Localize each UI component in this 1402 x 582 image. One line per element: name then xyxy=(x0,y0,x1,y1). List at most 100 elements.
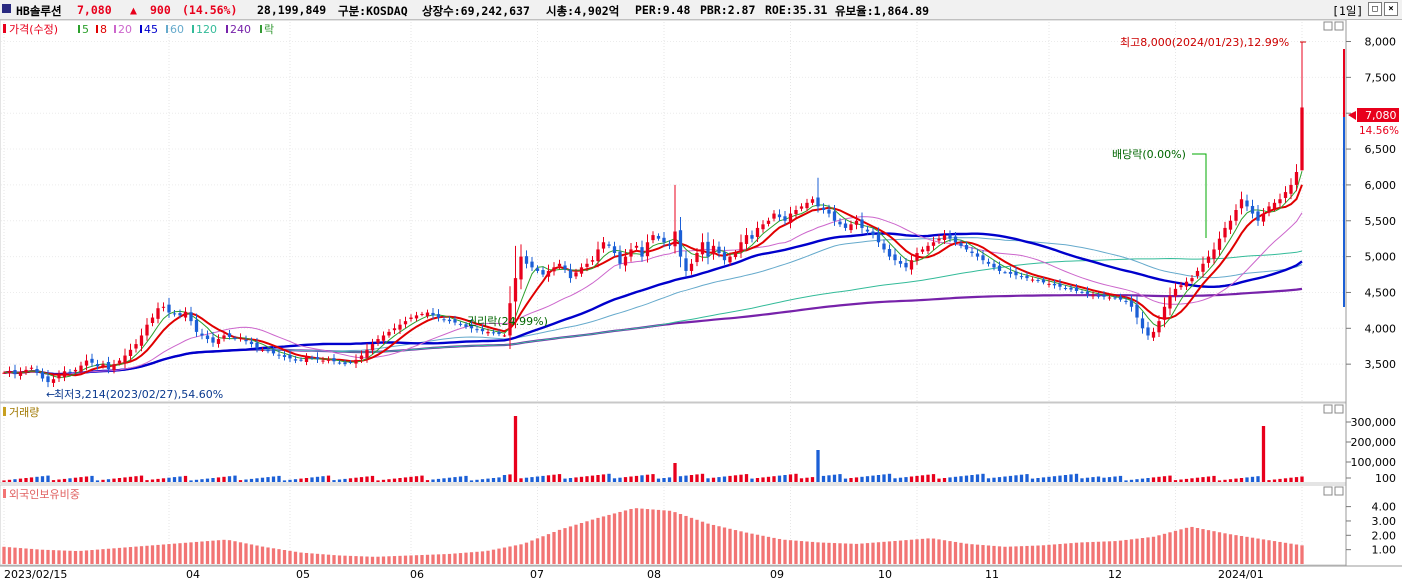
volume-bar xyxy=(805,477,809,482)
candle-body xyxy=(821,207,826,210)
candle-body xyxy=(112,364,116,371)
foreign-bar xyxy=(948,541,952,564)
foreign-bar xyxy=(238,542,243,564)
candle-body xyxy=(1085,291,1090,294)
candle-body xyxy=(277,354,281,356)
foreign-bar xyxy=(211,540,215,564)
foreign-bar xyxy=(761,535,765,564)
foreign-bar xyxy=(618,511,622,564)
candle-body xyxy=(359,355,364,359)
volume-bar xyxy=(453,477,457,482)
foreign-bar xyxy=(750,533,754,564)
price-minimize-icon[interactable] xyxy=(1323,21,1333,31)
volume-close-icon[interactable] xyxy=(1334,404,1344,414)
foreign-bar xyxy=(953,541,958,564)
panel-frames xyxy=(0,19,1402,567)
volume-minimize-icon[interactable] xyxy=(1323,404,1333,414)
volume-bar xyxy=(90,475,94,482)
candle-body xyxy=(854,220,859,225)
foreign-bar xyxy=(222,539,226,564)
candle-body xyxy=(1129,300,1134,307)
candle-body xyxy=(612,246,617,254)
volume-bar xyxy=(233,475,237,482)
candle-body xyxy=(282,355,287,357)
candle-body xyxy=(711,245,716,255)
foreign-bar xyxy=(403,555,408,564)
volume-bar xyxy=(755,478,760,482)
candle-body xyxy=(68,371,72,373)
foreign-bar xyxy=(51,550,56,564)
candle-body xyxy=(640,247,644,257)
foreign-bar xyxy=(271,548,276,564)
candle-body xyxy=(337,362,342,364)
foreign-bar xyxy=(381,556,386,564)
foreign-bar xyxy=(519,544,523,564)
foreign-bar xyxy=(1063,543,1068,564)
foreign-bar xyxy=(1069,543,1073,564)
candle-body xyxy=(260,349,265,351)
candle-body xyxy=(728,256,732,263)
candle-body xyxy=(1283,192,1288,198)
candle-body xyxy=(365,349,369,358)
foreign-bar xyxy=(887,541,892,564)
period-button[interactable]: [1일] xyxy=(1332,4,1364,18)
foreign-bar xyxy=(139,546,144,564)
foreign-bar xyxy=(475,551,479,564)
volume-bar xyxy=(585,476,589,482)
volume-bar xyxy=(370,475,375,482)
close-icon[interactable]: × xyxy=(1384,2,1398,16)
foreign-bar xyxy=(574,524,578,564)
volume-bar xyxy=(35,476,39,482)
volume-bar xyxy=(1245,477,1249,482)
foreign-bar xyxy=(392,556,397,564)
maximize-icon[interactable]: □ xyxy=(1368,2,1382,16)
foreign-bar xyxy=(1168,532,1172,564)
foreign-bar xyxy=(315,553,320,564)
volume-bar xyxy=(337,479,342,482)
candle-body xyxy=(1091,295,1095,297)
price-close-icon[interactable] xyxy=(1334,21,1344,31)
foreign-bar xyxy=(359,556,364,564)
volume-bar xyxy=(359,477,364,482)
foreign-bar xyxy=(970,544,974,564)
volume-bar xyxy=(684,475,688,482)
volume-bar xyxy=(915,475,919,482)
volume-bar xyxy=(810,477,815,482)
candle-body xyxy=(1146,327,1150,336)
volume-bar xyxy=(1283,478,1288,482)
foreign-bar xyxy=(667,510,672,564)
candle-body xyxy=(40,372,45,379)
foreign-bar xyxy=(645,509,650,564)
volume-bar xyxy=(1300,476,1304,482)
foreign-title: 외국인보유비중 xyxy=(9,488,80,501)
candle-body xyxy=(656,235,661,239)
candle-body xyxy=(57,374,61,379)
foreign-bar xyxy=(1195,528,1200,564)
foreign-close-icon[interactable] xyxy=(1334,486,1344,496)
volume-bar xyxy=(321,476,325,482)
foreign-bar xyxy=(172,543,177,564)
candle-body xyxy=(447,319,452,322)
candle-body xyxy=(491,332,496,334)
foreign-bar xyxy=(744,532,749,564)
foreign-bar xyxy=(777,538,782,564)
volume-bar xyxy=(79,477,83,482)
candle-body xyxy=(1234,210,1238,221)
candle-body xyxy=(552,267,556,272)
foreign-minimize-icon[interactable] xyxy=(1323,486,1333,496)
foreign-bar xyxy=(62,550,67,564)
volume-bar xyxy=(255,478,259,482)
foreign-bar xyxy=(442,554,446,564)
volume-bar xyxy=(326,475,331,482)
foreign-bar xyxy=(299,552,303,564)
foreign-bar xyxy=(458,553,463,564)
volume-bar xyxy=(651,474,655,482)
volume-bar xyxy=(541,475,545,482)
volume-bar xyxy=(1124,480,1128,482)
candle-body xyxy=(579,267,584,274)
candle-body xyxy=(486,331,490,334)
date-axis: 2023/02/15 04 05 06 07 08 09 10 11 12 2024/01 xyxy=(4,568,1264,581)
price-tick-label: 5,000 xyxy=(1365,251,1397,264)
foreign-bar xyxy=(1091,541,1095,564)
candle-body xyxy=(244,339,248,342)
